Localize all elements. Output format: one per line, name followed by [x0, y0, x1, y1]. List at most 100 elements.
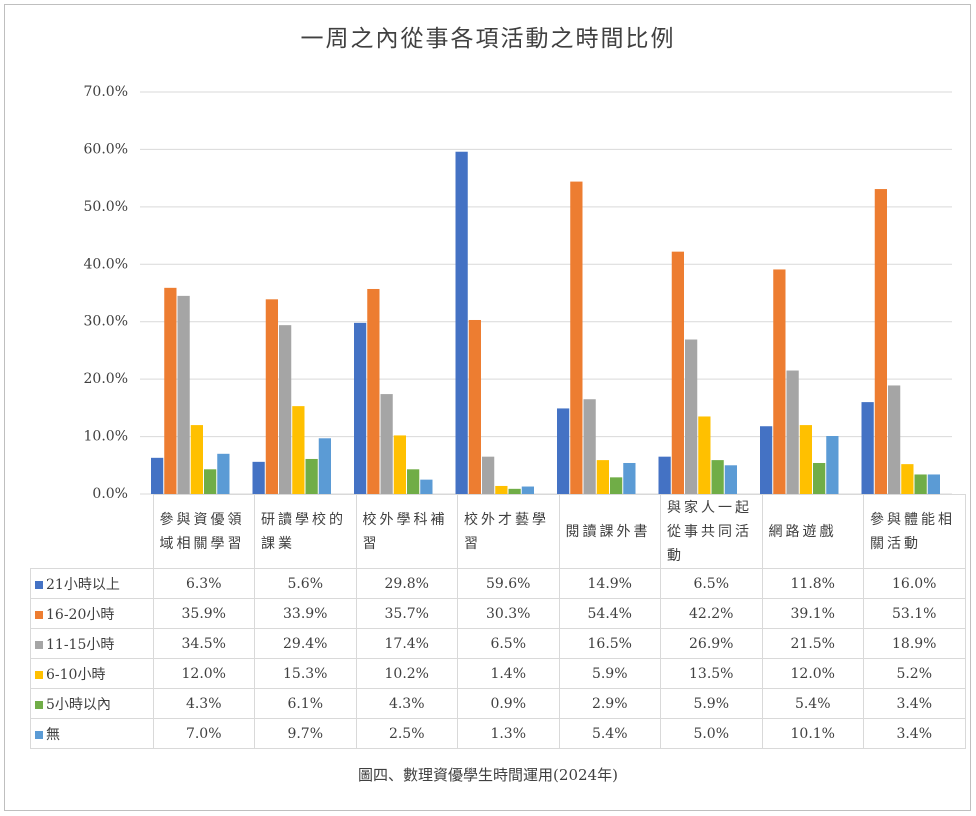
bar	[610, 477, 623, 494]
value-label: 2.5%	[355, 718, 458, 749]
value-label: 7.0%	[152, 718, 255, 749]
value-label: 5.4%	[761, 688, 864, 719]
value-label: 2.9%	[558, 688, 661, 719]
value-label: 9.7%	[254, 718, 357, 749]
value-label: 11.8%	[761, 568, 864, 599]
bar	[760, 426, 773, 494]
bar	[177, 295, 190, 494]
bar	[151, 457, 164, 494]
category-label: 校外學科補習	[355, 494, 458, 569]
legend-swatch	[35, 700, 43, 709]
legend-label: 21小時以上	[46, 576, 120, 593]
bar	[292, 406, 305, 494]
bar	[367, 288, 380, 494]
bar	[455, 151, 468, 494]
y-tick-label: 30.0%	[84, 314, 128, 330]
legend-entry: 5小時以內	[30, 688, 154, 719]
bar	[888, 385, 901, 494]
value-label: 5.9%	[660, 688, 763, 719]
value-label: 18.9%	[863, 628, 966, 659]
value-label: 6.3%	[152, 568, 255, 599]
bar	[874, 189, 887, 494]
bar	[354, 322, 367, 494]
value-label: 35.9%	[152, 598, 255, 629]
bar	[557, 408, 570, 494]
bar	[826, 435, 839, 494]
value-label: 30.3%	[457, 598, 560, 629]
legend-entry: 21小時以上	[30, 568, 154, 599]
value-label: 42.2%	[660, 598, 763, 629]
table-row: 6-10小時 12.0% 15.3% 10.2% 1.4% 5.9% 13.5% 12.0% 5…	[30, 658, 966, 689]
bar	[420, 479, 433, 494]
value-label: 4.3%	[355, 688, 458, 719]
value-label: 4.3%	[152, 688, 255, 719]
bar	[482, 456, 495, 494]
value-label: 16.5%	[558, 628, 661, 659]
chart-title: 一周之內從事各項活動之時間比例	[301, 26, 676, 52]
value-label: 33.9%	[254, 598, 357, 629]
table-row: 11-15小時 34.5% 29.4% 17.4% 6.5% 16.5% 26.9% 21.5…	[30, 628, 966, 659]
value-label: 53.1%	[863, 598, 966, 629]
y-tick-label: 70.0%	[84, 84, 128, 100]
value-label: 5.6%	[254, 568, 357, 599]
bar	[265, 299, 278, 494]
bar	[252, 461, 265, 494]
value-label: 0.9%	[457, 688, 560, 719]
value-label: 26.9%	[660, 628, 763, 659]
bar	[813, 462, 826, 494]
bar	[711, 460, 724, 494]
y-tick-label: 40.0%	[84, 256, 128, 272]
y-tick-label: 0.0%	[92, 486, 128, 502]
y-tick-label: 60.0%	[84, 141, 128, 157]
table-corner	[31, 495, 154, 569]
value-label: 5.9%	[558, 658, 661, 689]
legend-label: 5小時以內	[46, 696, 111, 713]
legend-swatch	[35, 670, 43, 679]
value-label: 1.3%	[457, 718, 560, 749]
value-label: 29.4%	[254, 628, 357, 659]
value-label: 34.5%	[152, 628, 255, 659]
value-label: 6.5%	[660, 568, 763, 599]
bar	[318, 438, 331, 494]
bar	[799, 425, 812, 494]
bar	[583, 399, 596, 494]
bar	[217, 453, 230, 494]
legend-swatch	[35, 580, 43, 589]
category-label: 研讀學校的課業	[254, 494, 357, 569]
legend-entry: 11-15小時	[30, 628, 154, 659]
value-label: 5.4%	[558, 718, 661, 749]
bar	[521, 486, 534, 494]
table-header-row: 參與資優領域相關學習 研讀學校的課業 校外學科補習 校外才藝學習 閱讀課外書 與家人一起從…	[31, 494, 966, 569]
value-label: 3.4%	[863, 718, 966, 749]
legend-label: 11-15小時	[46, 636, 115, 653]
bar	[407, 469, 420, 494]
data-table: 參與資優領域相關學習 研讀學校的課業 校外學科補習 校外才藝學習 閱讀課外書 與家人一起從…	[30, 494, 966, 749]
value-label: 21.5%	[761, 628, 864, 659]
table-row: 無 7.0% 9.7% 2.5% 1.3% 5.4% 5.0% 10.1% 3.4%	[30, 718, 966, 749]
bar	[927, 474, 940, 494]
table-row: 16-20小時 35.9% 33.9% 35.7% 30.3% 54.4% 42.2% 39.…	[30, 598, 966, 629]
value-label: 1.4%	[457, 658, 560, 689]
value-label: 16.0%	[863, 568, 966, 599]
category-label: 校外才藝學習	[457, 494, 560, 569]
bar	[305, 458, 318, 494]
value-label: 54.4%	[558, 598, 661, 629]
bar	[861, 402, 874, 494]
category-label: 與家人一起從事共同活動	[660, 494, 763, 569]
value-label: 17.4%	[355, 628, 458, 659]
legend-label: 6-10小時	[46, 666, 106, 683]
bar	[279, 325, 292, 494]
value-label: 14.9%	[558, 568, 661, 599]
bar	[596, 460, 609, 494]
category-label: 網路遊戲	[761, 494, 864, 569]
bar	[786, 370, 799, 494]
bar	[508, 488, 521, 494]
value-label: 15.3%	[254, 658, 357, 689]
table-row: 21小時以上 6.3% 5.6% 29.8% 59.6% 14.9% 6.5% 11.8% 16…	[30, 568, 966, 599]
bar	[914, 474, 927, 494]
bar	[901, 464, 914, 494]
legend-entry: 16-20小時	[30, 598, 154, 629]
bar	[204, 469, 217, 494]
bar	[570, 181, 583, 495]
